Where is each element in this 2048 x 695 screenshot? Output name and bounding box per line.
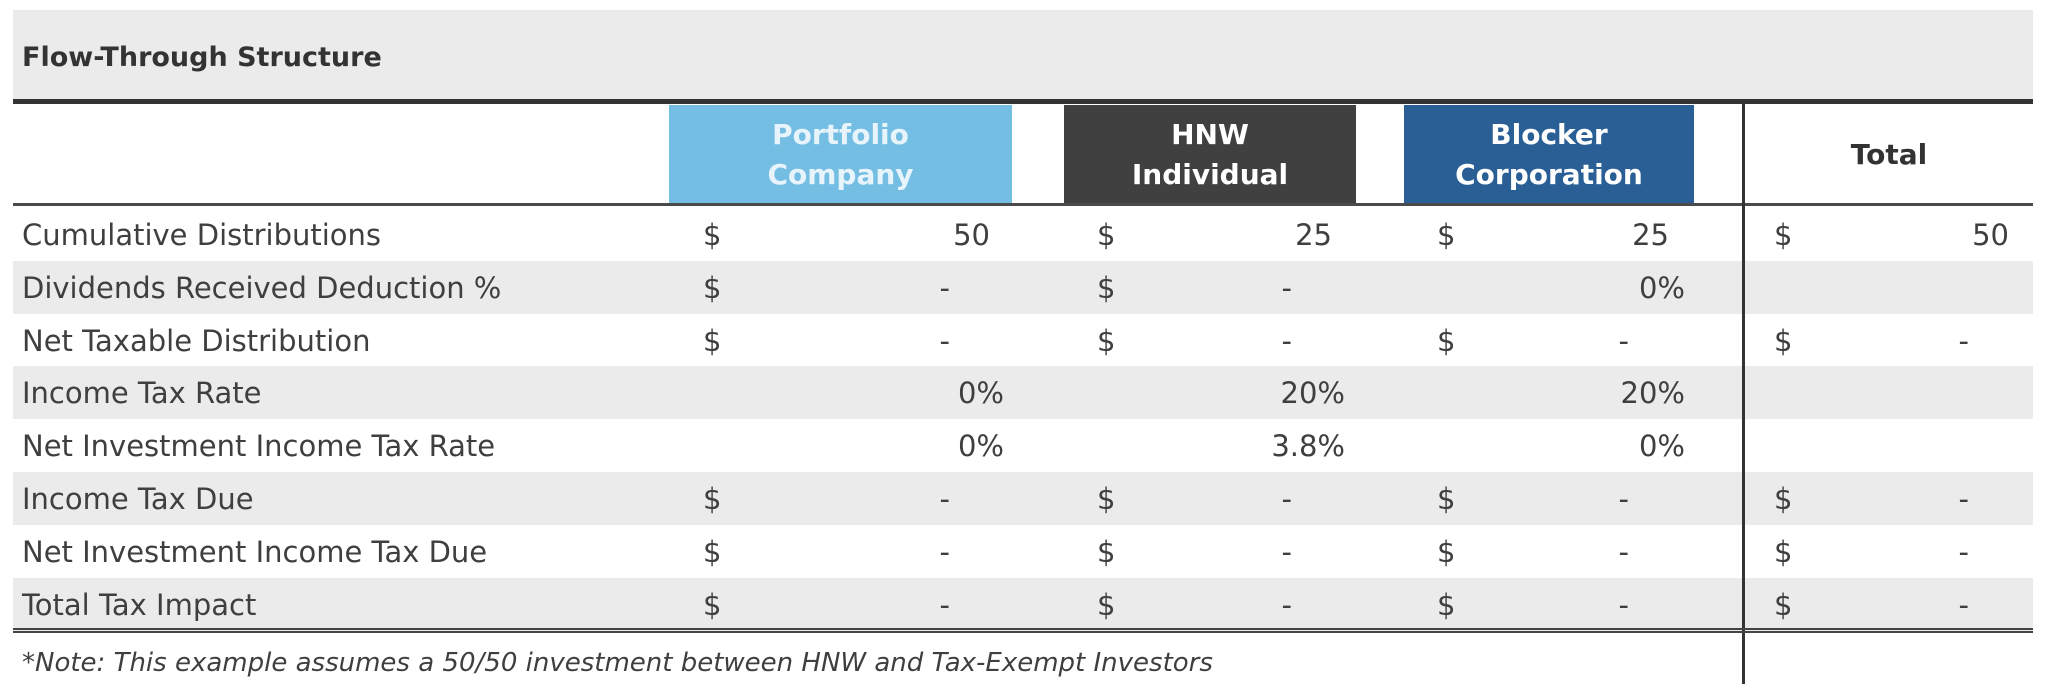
title-band <box>13 10 2033 99</box>
header-line-1: Total <box>1850 137 1928 171</box>
table-row: Net Taxable Distribution $ - $ - $ - $ - <box>13 314 2033 367</box>
cell-value: - <box>939 270 950 305</box>
row-label: Net Investment Income Tax Rate <box>22 429 496 464</box>
cell-value: - <box>1618 482 1629 516</box>
column-header-blocker-corporation: Blocker Corporation <box>1404 105 1694 204</box>
currency-symbol: $ <box>1774 482 1793 516</box>
cell-value: 20% <box>1620 376 1685 411</box>
header-line-1: HNW <box>1171 117 1249 151</box>
cell-value: - <box>1281 534 1292 569</box>
currency-symbol: $ <box>703 587 722 622</box>
currency-symbol: $ <box>1437 218 1456 252</box>
header-divider <box>13 203 2033 206</box>
cell-value: 25 <box>1632 218 1669 252</box>
cell-value: - <box>1958 323 1969 358</box>
row-label: Cumulative Distributions <box>22 218 382 252</box>
currency-symbol: $ <box>1097 323 1116 358</box>
table-row: Income Tax Rate 0% 20% 20% <box>13 366 2033 420</box>
currency-symbol: $ <box>1774 587 1793 622</box>
header-line-2: Individual <box>1131 157 1289 191</box>
table-row: Net Investment Income Tax Due $ - $ - $ - $ - <box>13 525 2033 578</box>
cell-value: - <box>1281 587 1292 622</box>
currency-symbol: $ <box>1774 218 1793 252</box>
cell-value: - <box>1958 534 1969 569</box>
cell-value: 0% <box>957 376 1004 411</box>
cell-value: 25 <box>1295 218 1332 252</box>
header-line-2: Corporation <box>1455 157 1643 191</box>
column-header-hnw-individual: HNW Individual <box>1064 105 1356 204</box>
currency-symbol: $ <box>703 482 722 516</box>
cell-value: - <box>1958 482 1969 516</box>
currency-symbol: $ <box>1774 323 1793 358</box>
title-divider <box>13 99 2033 104</box>
currency-symbol: $ <box>1097 587 1116 622</box>
row-label: Income Tax Rate <box>22 376 262 411</box>
table-title: Flow-Through Structure <box>22 42 382 73</box>
cell-value: 50 <box>953 218 990 252</box>
cell-value: 3.8% <box>1271 429 1345 464</box>
currency-symbol: $ <box>1437 482 1456 516</box>
header-line-1: Blocker <box>1490 117 1608 151</box>
table-row: Dividends Received Deduction % $ - $ - 0% <box>13 260 2033 314</box>
cell-value: - <box>1281 323 1292 358</box>
bottom-double-line <box>13 628 2033 633</box>
currency-symbol: $ <box>1097 534 1116 569</box>
cell-value: - <box>1618 323 1629 358</box>
table-row: Cumulative Distributions $50 $25 $25 $50 <box>13 208 2033 261</box>
currency-symbol: $ <box>703 218 722 252</box>
row-label: Net Investment Income Tax Due <box>22 534 488 569</box>
column-header-total: Total <box>1745 105 2033 204</box>
row-label: Net Taxable Distribution <box>22 323 371 358</box>
cell-value: - <box>1618 534 1629 569</box>
row-label: Total Tax Impact <box>22 587 257 622</box>
currency-symbol: $ <box>1437 323 1456 358</box>
header-line-2: Company <box>767 157 914 191</box>
row-label: Dividends Received Deduction % <box>22 270 502 305</box>
total-column-divider <box>1742 104 1745 684</box>
currency-symbol: $ <box>1097 218 1116 252</box>
cell-value: - <box>1281 482 1292 516</box>
cell-value: - <box>1281 270 1292 305</box>
header-line-1: Portfolio <box>772 117 909 151</box>
currency-symbol: $ <box>1097 482 1116 516</box>
cell-value: 50 <box>1972 218 2009 252</box>
cell-value: 0% <box>1638 429 1685 464</box>
cell-value: - <box>939 587 950 622</box>
cell-value: - <box>1958 587 1969 622</box>
cell-value: - <box>939 534 950 569</box>
cell-value: 0% <box>1638 270 1685 305</box>
cell-value: 0% <box>957 429 1004 464</box>
cell-value: - <box>939 482 950 516</box>
currency-symbol: $ <box>1437 587 1456 622</box>
cell-value: - <box>1618 587 1629 622</box>
currency-symbol: $ <box>703 534 722 569</box>
footnote: *Note: This example assumes a 50/50 inve… <box>22 648 1213 678</box>
currency-symbol: $ <box>703 270 722 305</box>
table-row: Income Tax Due $ - $ - $ - $ - <box>13 472 2033 525</box>
currency-symbol: $ <box>703 323 722 358</box>
cell-value: - <box>939 323 950 358</box>
currency-symbol: $ <box>1097 270 1116 305</box>
currency-symbol: $ <box>1774 534 1793 569</box>
table-row: Net Investment Income Tax Rate 0% 3.8% 0% <box>13 419 2033 472</box>
table-row: Total Tax Impact $ - $ - $ - $ - <box>13 577 2033 631</box>
cell-value: 20% <box>1280 376 1345 411</box>
column-header-portfolio-company: Portfolio Company <box>669 105 1012 204</box>
currency-symbol: $ <box>1437 534 1456 569</box>
row-label: Income Tax Due <box>22 482 254 516</box>
